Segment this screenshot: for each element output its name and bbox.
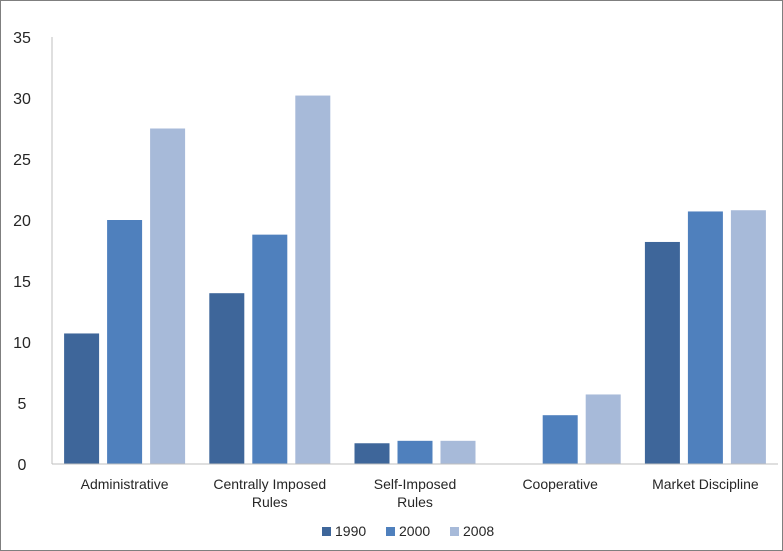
bar-2000 <box>252 234 288 464</box>
bar-2008 <box>150 128 186 464</box>
x-tick-label: Administrative <box>81 476 169 492</box>
bar-2000 <box>687 211 723 464</box>
x-tick-label: Cooperative <box>522 476 598 492</box>
bar-1990 <box>644 241 680 464</box>
legend-label-1990: 1990 <box>335 523 366 539</box>
y-tick-label: 25 <box>13 152 31 169</box>
bar-1990 <box>354 443 390 464</box>
y-tick-label: 0 <box>18 457 27 474</box>
x-axis: Administrative Centrally Imposed Rules Self… <box>52 463 778 510</box>
plot-area <box>64 95 766 464</box>
legend-swatch-1990 <box>322 527 331 536</box>
bar-2000 <box>542 415 578 464</box>
y-tick-label: 30 <box>13 91 31 108</box>
bar-1990 <box>209 293 245 464</box>
legend-swatch-2000 <box>386 527 395 536</box>
legend-label-2000: 2000 <box>399 523 430 539</box>
x-tick-label: Rules <box>252 494 288 510</box>
bar-2008 <box>295 95 331 464</box>
legend-label-2008: 2008 <box>463 523 494 539</box>
legend: 1990 2000 2008 <box>322 523 494 539</box>
x-tick-label: Market Discipline <box>652 476 759 492</box>
bar-2008 <box>730 210 766 464</box>
legend-swatch-2008 <box>450 527 459 536</box>
x-tick-label: Centrally Imposed <box>213 476 326 492</box>
y-tick-label: 10 <box>13 335 31 352</box>
bar-2008 <box>585 394 621 464</box>
y-tick-label: 20 <box>13 213 31 230</box>
bar-2008 <box>440 440 476 464</box>
y-tick-label: 15 <box>13 274 31 291</box>
bar-2000 <box>397 440 433 464</box>
y-axis: 0 5 10 15 20 25 30 35 <box>13 30 53 474</box>
y-tick-label: 35 <box>13 30 31 47</box>
bar-2000 <box>107 220 143 464</box>
bar-1990 <box>64 333 100 464</box>
x-tick-label: Rules <box>397 494 433 510</box>
y-tick-label: 5 <box>18 396 27 413</box>
x-tick-label: Self-Imposed <box>374 476 456 492</box>
